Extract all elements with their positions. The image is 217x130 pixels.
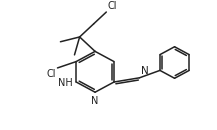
Text: N: N	[91, 96, 99, 106]
Text: N: N	[141, 66, 149, 76]
Text: Cl: Cl	[107, 1, 117, 11]
Text: NH: NH	[58, 78, 73, 88]
Text: Cl: Cl	[47, 69, 56, 79]
